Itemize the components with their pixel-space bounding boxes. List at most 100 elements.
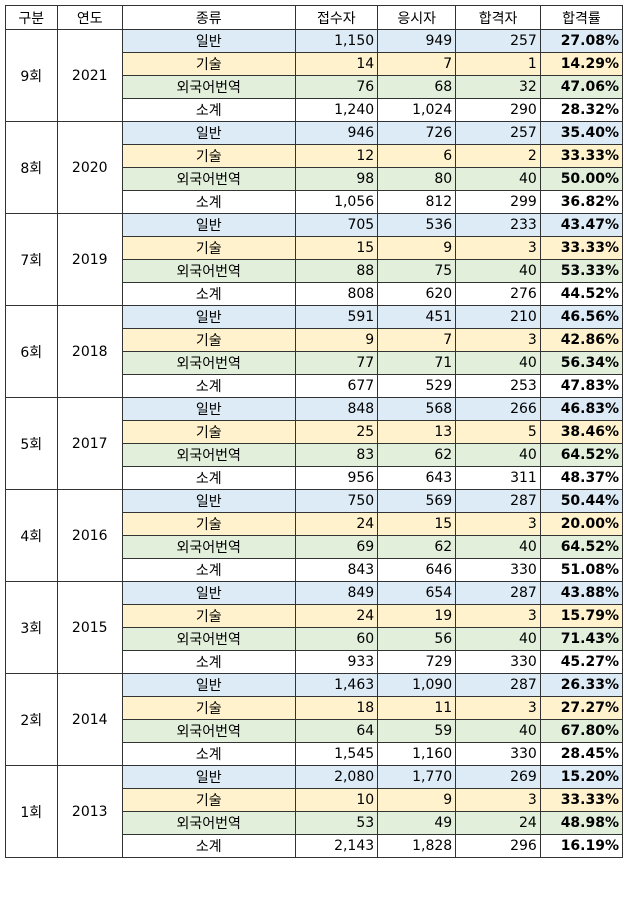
examinees-cell: 15 [377,512,457,536]
passers-cell: 296 [455,834,541,858]
examinees-cell: 729 [377,650,457,674]
table-row: 소계 808 620 276 44.52% [6,282,623,306]
type-cell: 기술 [121,696,296,720]
rate-cell: 28.45% [539,742,623,766]
table-row: 기술 15 9 3 33.33% [6,236,623,260]
table-row: 외국어번역 69 62 40 64.52% [6,535,623,559]
examinees-cell: 9 [377,788,457,812]
examinees-cell: 1,770 [377,765,457,789]
passers-cell: 287 [455,673,541,697]
header-type: 종류 [121,5,296,30]
passers-cell: 40 [455,535,541,559]
passers-cell: 24 [455,811,541,835]
passers-cell: 3 [455,604,541,628]
passers-cell: 257 [455,29,541,53]
type-cell: 일반 [121,765,296,789]
applicants-cell: 60 [294,627,379,651]
type-cell: 외국어번역 [121,535,296,559]
applicants-cell: 25 [294,420,379,444]
table-row: 외국어번역 98 80 40 50.00% [6,167,623,191]
table-row: 기술 18 11 3 27.27% [6,696,623,720]
passers-cell: 1 [455,52,541,76]
type-cell: 기술 [121,420,296,444]
rate-cell: 46.56% [539,305,623,329]
type-cell: 기술 [121,604,296,628]
table-row: 소계 1,240 1,024 290 28.32% [6,98,623,122]
examinees-cell: 568 [377,397,457,421]
type-cell: 소계 [121,834,296,858]
round-cell: 1회 [5,765,58,858]
applicants-cell: 76 [294,75,379,99]
passers-cell: 210 [455,305,541,329]
table-row: 외국어번역 83 62 40 64.52% [6,443,623,467]
table-row: 기술 25 13 5 38.46% [6,420,623,444]
type-cell: 기술 [121,236,296,260]
table-row: 외국어번역 53 49 24 48.98% [6,811,623,835]
examinees-cell: 1,828 [377,834,457,858]
rate-cell: 44.52% [539,282,623,306]
examinees-cell: 62 [377,443,457,467]
rate-cell: 14.29% [539,52,623,76]
passers-cell: 40 [455,627,541,651]
passers-cell: 287 [455,489,541,513]
passers-cell: 40 [455,351,541,375]
type-cell: 일반 [121,673,296,697]
applicants-cell: 10 [294,788,379,812]
type-cell: 외국어번역 [121,811,296,835]
table-row: 외국어번역 77 71 40 56.34% [6,351,623,375]
type-cell: 일반 [121,213,296,237]
table-row: 1회 2013 일반 2,080 1,770 269 15.20% [5,765,623,858]
applicants-cell: 2,080 [294,765,379,789]
table-row: 기술 24 15 3 20.00% [6,512,623,536]
round-cell: 3회 [5,581,58,674]
passers-cell: 276 [455,282,541,306]
passers-cell: 233 [455,213,541,237]
passers-cell: 269 [455,765,541,789]
examinees-cell: 536 [377,213,457,237]
applicants-cell: 77 [294,351,379,375]
rate-cell: 51.08% [539,558,623,582]
rate-cell: 64.52% [539,535,623,559]
applicants-cell: 1,150 [294,29,379,53]
rate-cell: 35.40% [539,121,623,145]
examinees-cell: 7 [377,328,457,352]
passers-cell: 32 [455,75,541,99]
table-row: 기술 10 9 3 33.33% [6,788,623,812]
examinees-cell: 529 [377,374,457,398]
type-cell: 소계 [121,98,296,122]
examinees-cell: 949 [377,29,457,53]
type-cell: 외국어번역 [121,75,296,99]
type-cell: 기술 [121,328,296,352]
applicants-cell: 14 [294,52,379,76]
passers-cell: 40 [455,719,541,743]
rate-cell: 38.46% [539,420,623,444]
type-cell: 기술 [121,788,296,812]
passers-cell: 253 [455,374,541,398]
applicants-cell: 24 [294,604,379,628]
rate-cell: 47.06% [539,75,623,99]
table-row: 외국어번역 64 59 40 67.80% [6,719,623,743]
applicants-cell: 849 [294,581,379,605]
examinees-cell: 1,160 [377,742,457,766]
rate-cell: 26.33% [539,673,623,697]
rate-cell: 42.86% [539,328,623,352]
header-row: 구분 연도 종류 접수자 응시자 합격자 합격률 [5,5,623,30]
examinees-cell: 569 [377,489,457,513]
header-passers: 합격자 [455,5,541,30]
round-cell: 8회 [5,121,58,214]
examinees-cell: 643 [377,466,457,490]
passers-cell: 40 [455,259,541,283]
applicants-cell: 1,463 [294,673,379,697]
round-cell: 7회 [5,213,58,306]
rate-cell: 71.43% [539,627,623,651]
type-cell: 소계 [121,742,296,766]
year-cell: 2018 [56,305,123,398]
passers-cell: 40 [455,443,541,467]
rate-cell: 50.44% [539,489,623,513]
examinees-cell: 80 [377,167,457,191]
examinees-cell: 56 [377,627,457,651]
examinees-cell: 71 [377,351,457,375]
table-row: 외국어번역 88 75 40 53.33% [6,259,623,283]
rate-cell: 45.27% [539,650,623,674]
header-rate: 합격률 [539,5,623,30]
